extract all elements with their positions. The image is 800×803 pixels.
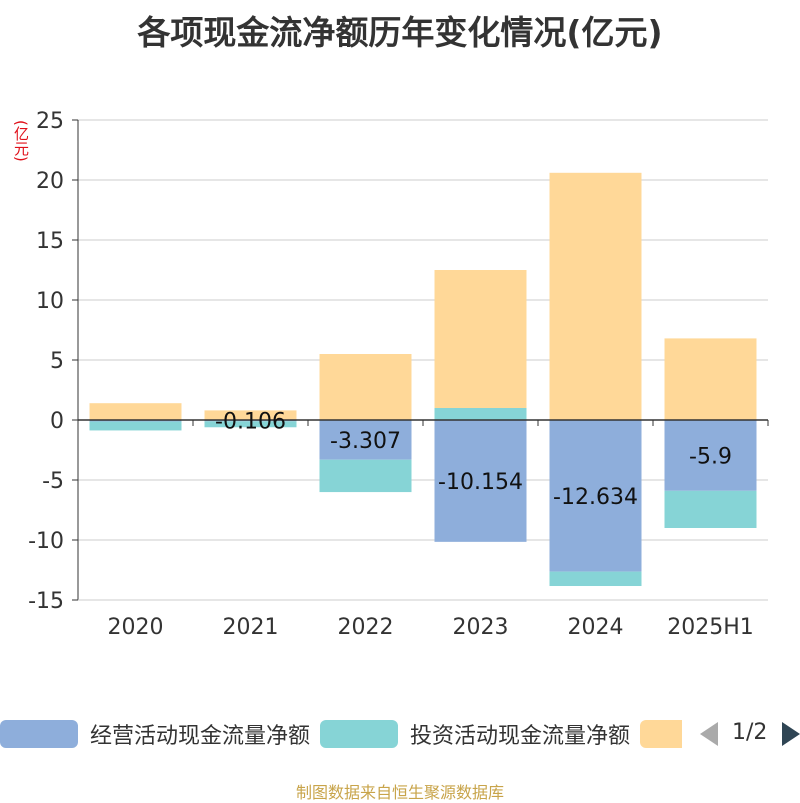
x-tick-label: 2021 (223, 615, 279, 640)
bar-operating-2024 (549, 420, 642, 572)
bar-financing-2023 (434, 270, 527, 408)
bar-financing-2020 (89, 403, 182, 420)
y-tick-label: -15 (28, 589, 64, 614)
bar-investing-2023 (434, 408, 527, 420)
data-label-operating: -0.106 (215, 410, 286, 435)
legend-item-financing[interactable] (640, 714, 682, 754)
y-tick-label: 10 (36, 289, 64, 314)
pager-page-text: 1/2 (732, 720, 768, 745)
pager-prev-icon[interactable] (700, 722, 718, 746)
legend-item-investing[interactable]: 投资活动现金流量净额 (320, 714, 630, 754)
bar-operating-2022 (319, 420, 412, 460)
bar-financing-2025H1 (664, 338, 757, 420)
legend-swatch-operating (0, 720, 78, 748)
data-label-operating: -12.634 (553, 485, 638, 510)
bar-investing-2020 (89, 421, 182, 431)
x-tick-label: 2024 (568, 615, 624, 640)
data-label-operating: -10.154 (438, 470, 523, 495)
y-tick-label: 20 (36, 169, 64, 194)
legend-swatch-investing (320, 720, 398, 748)
x-tick-label: 2023 (453, 615, 509, 640)
bar-operating-2023 (434, 420, 527, 542)
x-tick-label: 2020 (108, 615, 164, 640)
pager-next-icon[interactable] (782, 722, 800, 746)
legend-label-operating: 经营活动现金流量净额 (90, 724, 311, 749)
bar-investing-2025H1 (664, 490, 757, 528)
y-tick-label: 25 (36, 109, 64, 134)
bar-investing-2021 (204, 421, 297, 428)
data-label-operating: -5.9 (689, 444, 732, 469)
legend-item-operating[interactable]: 经营活动现金流量净额 (0, 714, 310, 754)
x-tick-label: 2025H1 (667, 615, 754, 640)
data-source-note: 制图数据来自恒生聚源数据库 (295, 783, 504, 802)
y-tick-label: -10 (28, 529, 64, 554)
bar-financing-2021 (204, 410, 297, 420)
bar-chart: -15 -10 -5 0 5 10 15 20 25 2020 2021 2022 2023 2024 20… (28, 109, 769, 640)
x-tick-label: 2022 (338, 615, 394, 640)
bar-operating-2025H1 (664, 420, 757, 491)
bar-financing-2022 (319, 354, 412, 420)
legend-label-investing: 投资活动现金流量净额 (410, 724, 631, 749)
y-tick-label: 5 (50, 349, 64, 374)
legend: 经营活动现金流量净额 投资活动现金流量净额 1/2 (0, 714, 800, 754)
legend-swatch-financing (640, 720, 682, 748)
bar-investing-2022 (319, 459, 412, 493)
y-tick-label: 0 (50, 409, 64, 434)
data-label-operating: -3.307 (330, 429, 401, 454)
y-tick-label: -5 (42, 469, 64, 494)
y-axis-unit-label: (亿元) (12, 120, 30, 162)
chart-title: 各项现金流净额历年变化情况(亿元) (137, 13, 663, 52)
bar-investing-2024 (549, 571, 642, 587)
legend-pager: 1/2 (700, 714, 800, 754)
bar-financing-2024 (549, 172, 642, 420)
y-tick-label: 15 (36, 229, 64, 254)
